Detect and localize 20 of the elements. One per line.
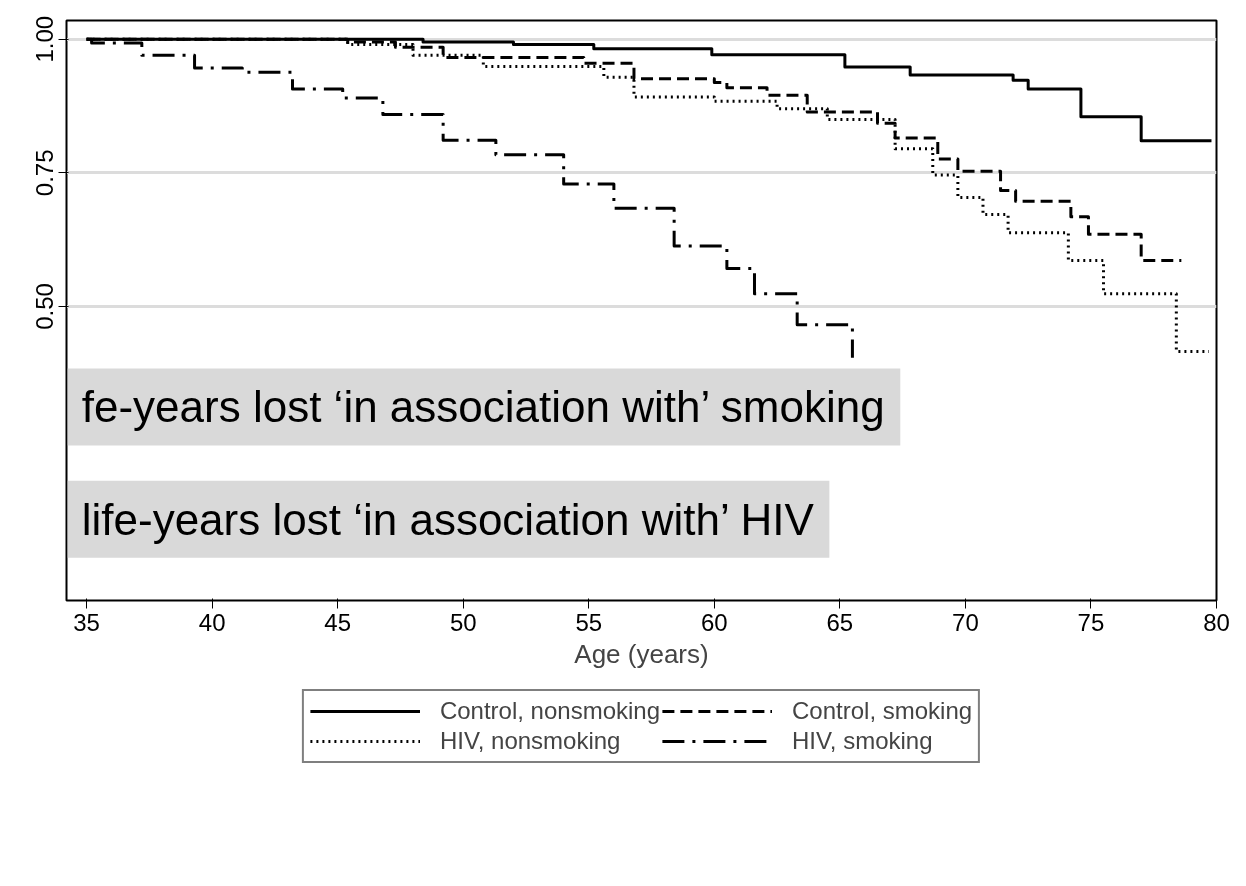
- legend-label: HIV, nonsmoking: [439, 727, 621, 755]
- legend-label: Control, smoking: [792, 697, 973, 725]
- legend-label: Control, nonsmoking: [439, 697, 661, 725]
- x-tick-label: 75: [1077, 608, 1105, 636]
- legend-label: HIV, smoking: [792, 727, 933, 755]
- x-tick-label: 40: [198, 608, 226, 636]
- x-tick-label: 55: [575, 608, 603, 636]
- annotation: life-years lost ‘in association with’ HIV: [81, 494, 815, 544]
- x-axis-title: Age (years): [574, 638, 709, 669]
- x-tick-label: 35: [73, 608, 100, 636]
- y-tick-label: 0.50: [31, 283, 59, 330]
- x-tick-label: 80: [1203, 608, 1230, 636]
- y-tick-label: 1.00: [31, 15, 59, 63]
- x-tick-label: 70: [952, 608, 979, 636]
- x-tick-label: 50: [449, 608, 477, 636]
- x-tick-label: 60: [700, 608, 728, 636]
- x-tick-label: 45: [324, 608, 352, 636]
- annotation: fe-years lost ‘in association with’ smoking: [81, 382, 885, 432]
- x-tick-label: 65: [826, 608, 854, 636]
- y-tick-label: 0.75: [31, 149, 59, 197]
